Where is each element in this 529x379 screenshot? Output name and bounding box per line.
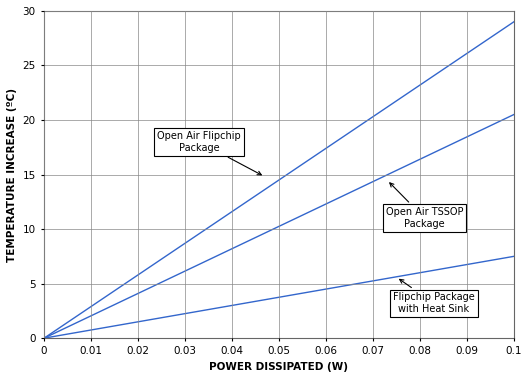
Text: Open Air Flipchip
Package: Open Air Flipchip Package xyxy=(157,131,261,175)
X-axis label: POWER DISSIPATED (W): POWER DISSIPATED (W) xyxy=(209,362,349,372)
Text: Flipchip Package
with Heat Sink: Flipchip Package with Heat Sink xyxy=(393,279,475,314)
Y-axis label: TEMPERATURE INCREASE (ºC): TEMPERATURE INCREASE (ºC) xyxy=(7,88,17,262)
Text: Open Air TSSOP
Package: Open Air TSSOP Package xyxy=(386,183,463,229)
